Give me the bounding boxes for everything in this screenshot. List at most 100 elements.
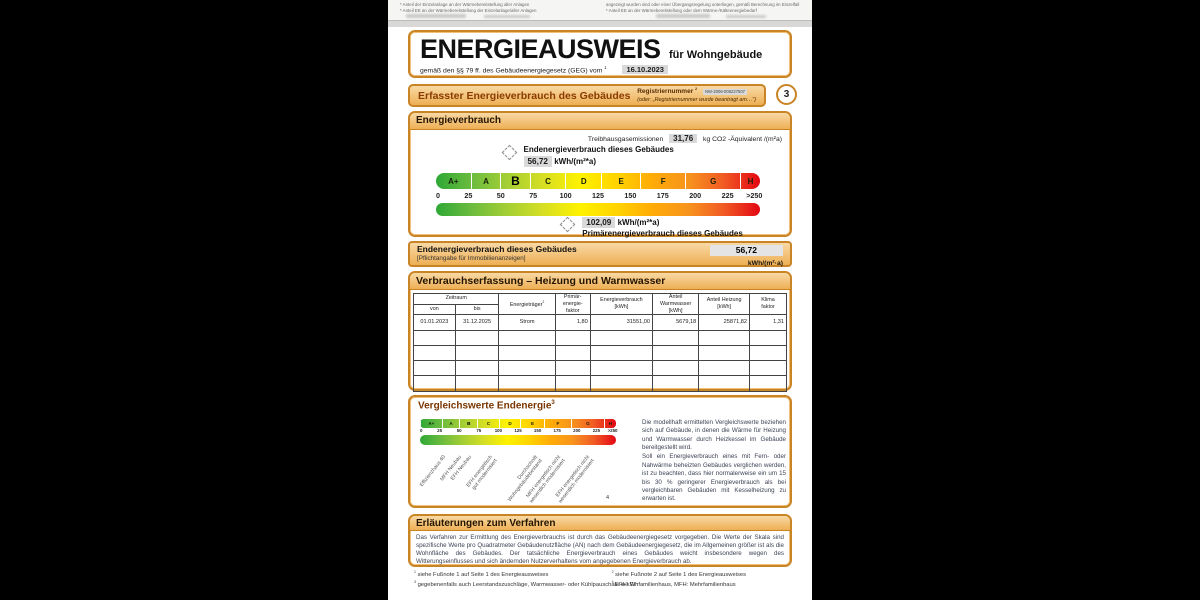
end-energy-label: Endenergieverbrauch dieses Gebäudes bbox=[523, 145, 674, 154]
registration-number: NW-2006-006227507 bbox=[703, 89, 747, 95]
ghg-value: 31,76 bbox=[669, 134, 698, 143]
prev-footnote-line: * Anteil der Einzelanlage an der Wärmebe… bbox=[400, 2, 530, 7]
consumption-table: Zeitraum Energieträger2 Primär- energie-… bbox=[412, 292, 787, 392]
energy-consumption-box: Energieverbrauch Treibhausgasemissionen … bbox=[408, 111, 792, 240]
document-page: * Anteil der Einzelanlage an der Wärmebe… bbox=[388, 0, 812, 600]
redaction-smudge bbox=[726, 15, 766, 18]
page-separator bbox=[388, 21, 812, 27]
document-title: ENERGIEAUSWEIS bbox=[420, 34, 661, 64]
table-cell: 1,80 bbox=[554, 314, 591, 331]
energy-class-e: E bbox=[520, 419, 543, 428]
page-footnotes: 1 siehe Fußnote 1 auf Seite 1 des Energi… bbox=[414, 570, 794, 589]
scale-tick: >250 bbox=[746, 191, 763, 200]
scale-tick: 75 bbox=[476, 428, 482, 433]
scale-tick: 200 bbox=[689, 191, 702, 200]
comparison-labels: Effizienzhaus 40 MFH Neubau EFH Neubau EFH … bbox=[418, 449, 626, 507]
table-cell-empty bbox=[413, 344, 456, 362]
table-cell-empty bbox=[454, 344, 500, 362]
table-cell-empty bbox=[413, 375, 456, 392]
ghg-label: Treibhausgasemissionen bbox=[587, 136, 664, 143]
scale-tick: 25 bbox=[464, 191, 473, 200]
prev-footnotes-right: angezeigt wurden sind oder einer Übergan… bbox=[606, 2, 802, 15]
energy-class-h: H bbox=[603, 419, 616, 428]
table-cell: 5679,18 bbox=[652, 314, 700, 331]
scale-tick: 125 bbox=[592, 191, 604, 200]
end-energy-marker-icon bbox=[501, 144, 517, 161]
table-cell-empty bbox=[554, 360, 591, 377]
table-cell-empty bbox=[498, 344, 556, 362]
scale-tick: 150 bbox=[624, 191, 637, 200]
table-cell-empty bbox=[698, 344, 751, 362]
end-energy-label-block: Endenergieverbrauch dieses Gebäudes 56,7… bbox=[523, 145, 674, 168]
scale-tick: 175 bbox=[553, 428, 561, 433]
table-cell-empty bbox=[589, 375, 654, 392]
footnote-2: 2 siehe Fußnote 2 auf Seite 1 des Energi… bbox=[611, 570, 746, 578]
scale-tick: 200 bbox=[573, 428, 581, 433]
scale-tick: 0 bbox=[420, 428, 423, 433]
table-cell-empty bbox=[698, 360, 751, 377]
primary-energy-unit: kWh/(m²*a) bbox=[617, 218, 660, 227]
table-cell: 25871,82 bbox=[698, 314, 751, 331]
primary-energy-value-line: 102,09 kWh/(m²*a) bbox=[582, 217, 743, 229]
section-title: Erfasster Energieverbrauch des Gebäudes bbox=[418, 89, 631, 102]
table-cell-empty bbox=[554, 344, 591, 362]
scale-tick: >250 bbox=[607, 428, 618, 433]
table-cell-empty bbox=[498, 375, 556, 392]
energy-class-h: H bbox=[740, 173, 760, 189]
scale-tick: 150 bbox=[533, 428, 542, 433]
table-cell: 31551,00 bbox=[589, 314, 654, 331]
energy-consumption-header: Energieverbrauch bbox=[410, 113, 790, 130]
registration-label: Registriernummer 2 NW-2006-006227507 bbox=[637, 87, 756, 96]
table-row-empty bbox=[413, 329, 787, 346]
title-box: ENERGIEAUSWEIS für Wohngebäude gemäß den… bbox=[408, 30, 792, 78]
primary-energy-label-block: 102,09 kWh/(m²*a) Primärenergieverbrauch… bbox=[582, 217, 743, 240]
energy-class-a: A bbox=[470, 173, 500, 189]
table-cell-empty bbox=[589, 344, 654, 362]
table-cell-empty bbox=[698, 375, 751, 392]
col-header-klimafaktor: Klima faktor bbox=[749, 292, 787, 316]
explanations-header: Erläuterungen zum Verfahren bbox=[410, 516, 790, 531]
scale-tick: 25 bbox=[437, 428, 443, 433]
col-header-primaerfaktor: Primär- energie- faktor bbox=[554, 292, 591, 316]
end-energy-summary-row: Endenergieverbrauch dieses Gebäudes [Pfl… bbox=[408, 241, 792, 267]
registration-alt-text: (oder: „Registriernummer wurde beantragt… bbox=[637, 96, 756, 103]
comparison-scale: A+ A B C D E F G H 0 25 50 75 100 125 150 175 200 225 >250 bbox=[420, 419, 618, 445]
scale-tick: 100 bbox=[559, 191, 572, 200]
footnote-line: 1 siehe Fußnote 1 auf Seite 1 des Energi… bbox=[414, 570, 794, 580]
table-cell-empty bbox=[749, 360, 787, 377]
scale-tick: 0 bbox=[436, 191, 440, 200]
redaction-smudge bbox=[406, 14, 466, 18]
primary-energy-value: 102,09 bbox=[582, 217, 616, 229]
page-number-badge: 3 bbox=[776, 84, 797, 105]
prev-footnotes-left: * Anteil der Einzelanlage an der Wärmebe… bbox=[400, 2, 590, 15]
primary-energy-label: Primärenergieverbrauch dieses Gebäudes bbox=[582, 229, 743, 239]
table-cell-empty bbox=[652, 360, 700, 377]
footnote-3: 3 gegebenenfalls auch Leerstandszuschläg… bbox=[414, 579, 639, 588]
table-cell-empty bbox=[652, 375, 700, 392]
comparison-scale-ticks: 0 25 50 75 100 125 150 175 200 225 >250 bbox=[420, 428, 618, 434]
energy-class-a: A bbox=[441, 419, 460, 428]
table-cell-empty bbox=[554, 375, 591, 392]
table-cell-empty bbox=[454, 375, 500, 392]
law-text: gemäß den §§ 79 ff. des Gebäudeenergiege… bbox=[420, 67, 603, 75]
scale-tick: 225 bbox=[592, 428, 601, 433]
end-energy-summary-left: Endenergieverbrauch dieses Gebäudes [Pfl… bbox=[417, 244, 710, 263]
table-cell-empty bbox=[498, 329, 556, 346]
table-cell-empty bbox=[413, 329, 456, 346]
redaction-smudge bbox=[656, 14, 710, 18]
prev-footnote-line: angezeigt wurden sind oder einer Übergan… bbox=[606, 2, 800, 7]
registration-block: Registriernummer 2 NW-2006-006227507 (od… bbox=[637, 87, 756, 103]
table-cell-empty bbox=[749, 375, 787, 392]
comparison-title: Vergleichswerte Endenergie3 bbox=[418, 400, 555, 412]
table-row: 01.01.2023 31.12.2025 Strom 1,80 31551,00 567… bbox=[413, 314, 787, 331]
table-cell-empty bbox=[498, 360, 556, 377]
scale-tick: 50 bbox=[496, 191, 505, 200]
col-header-anteil-warmwasser: Anteil Warmwasser [kWh] bbox=[652, 292, 700, 316]
scale-tick: 175 bbox=[656, 191, 669, 200]
table-cell: 01.01.2023 bbox=[413, 314, 456, 331]
energy-scale-ticks: 0 25 50 75 100 125 150 175 200 225 >250 bbox=[436, 191, 763, 200]
registration-label-text: Registriernummer bbox=[637, 88, 694, 96]
law-footnote-marker: 1 bbox=[604, 65, 607, 70]
end-energy-summary-label: Endenergieverbrauch dieses Gebäudes bbox=[417, 244, 577, 255]
